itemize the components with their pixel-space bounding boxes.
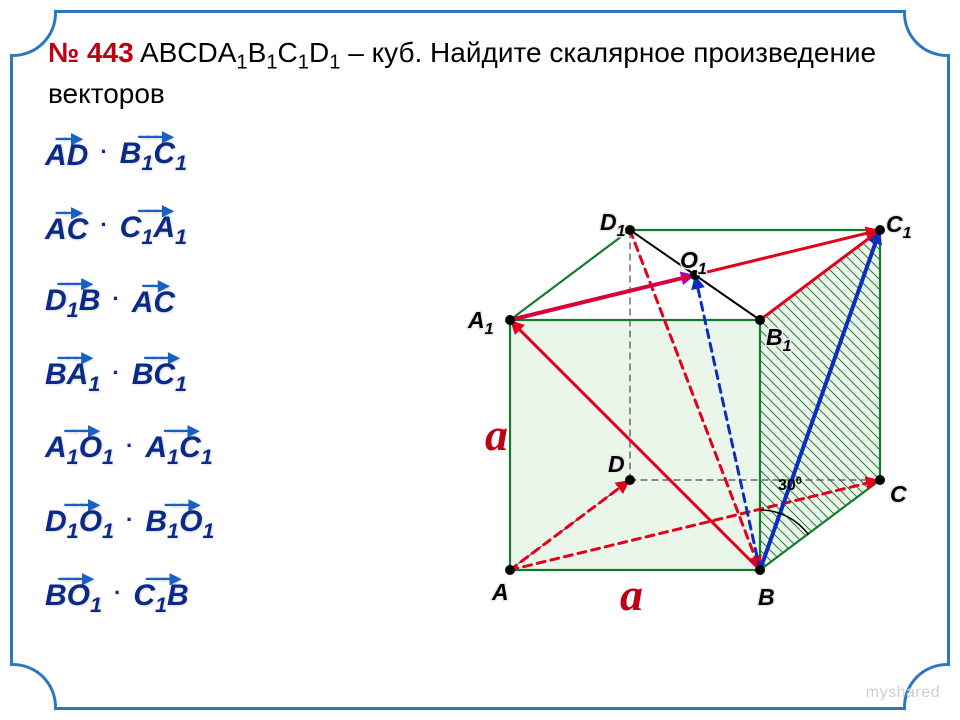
watermark: myshared [866, 684, 940, 702]
frame-corner [10, 663, 57, 710]
vector-dot-product: –––▸A1O1·–––▸A1C1 [45, 424, 305, 468]
svg-text:C1: C1 [886, 211, 912, 242]
vector-expression-list: ––▸AD·–––▸B1C1 ––▸AC·–––▸C1A1 –––▸D1B·––▸A… [45, 130, 305, 645]
svg-text:a: a [620, 569, 643, 620]
svg-text:B: B [758, 584, 775, 610]
vector-dot-product: –––▸D1O1·–––▸B1O1 [45, 498, 305, 542]
svg-text:D1: D1 [600, 209, 626, 240]
svg-text:A1: A1 [467, 307, 494, 338]
svg-text:A: A [491, 579, 509, 605]
vector-dot-product: ––▸AC·–––▸C1A1 [45, 204, 305, 248]
svg-text:a: a [485, 409, 508, 460]
cube-diagram: 300ABCDA1B1C1D1O1aa [430, 110, 940, 690]
vector-dot-product: –––▸BO1·–––▸C1B [45, 572, 305, 616]
svg-text:D: D [608, 451, 625, 477]
problem-number: № 443 [48, 37, 134, 68]
vector-dot-product: –––▸BA1·–––▸BC1 [45, 351, 305, 395]
problem-title: № 443 ABCDA1B1C1D1 – куб. Найдите скаляр… [48, 35, 912, 112]
svg-text:C: C [890, 481, 907, 507]
vector-dot-product: ––▸AD·–––▸B1C1 [45, 130, 305, 174]
vector-dot-product: –––▸D1B·––▸AC [45, 277, 305, 321]
